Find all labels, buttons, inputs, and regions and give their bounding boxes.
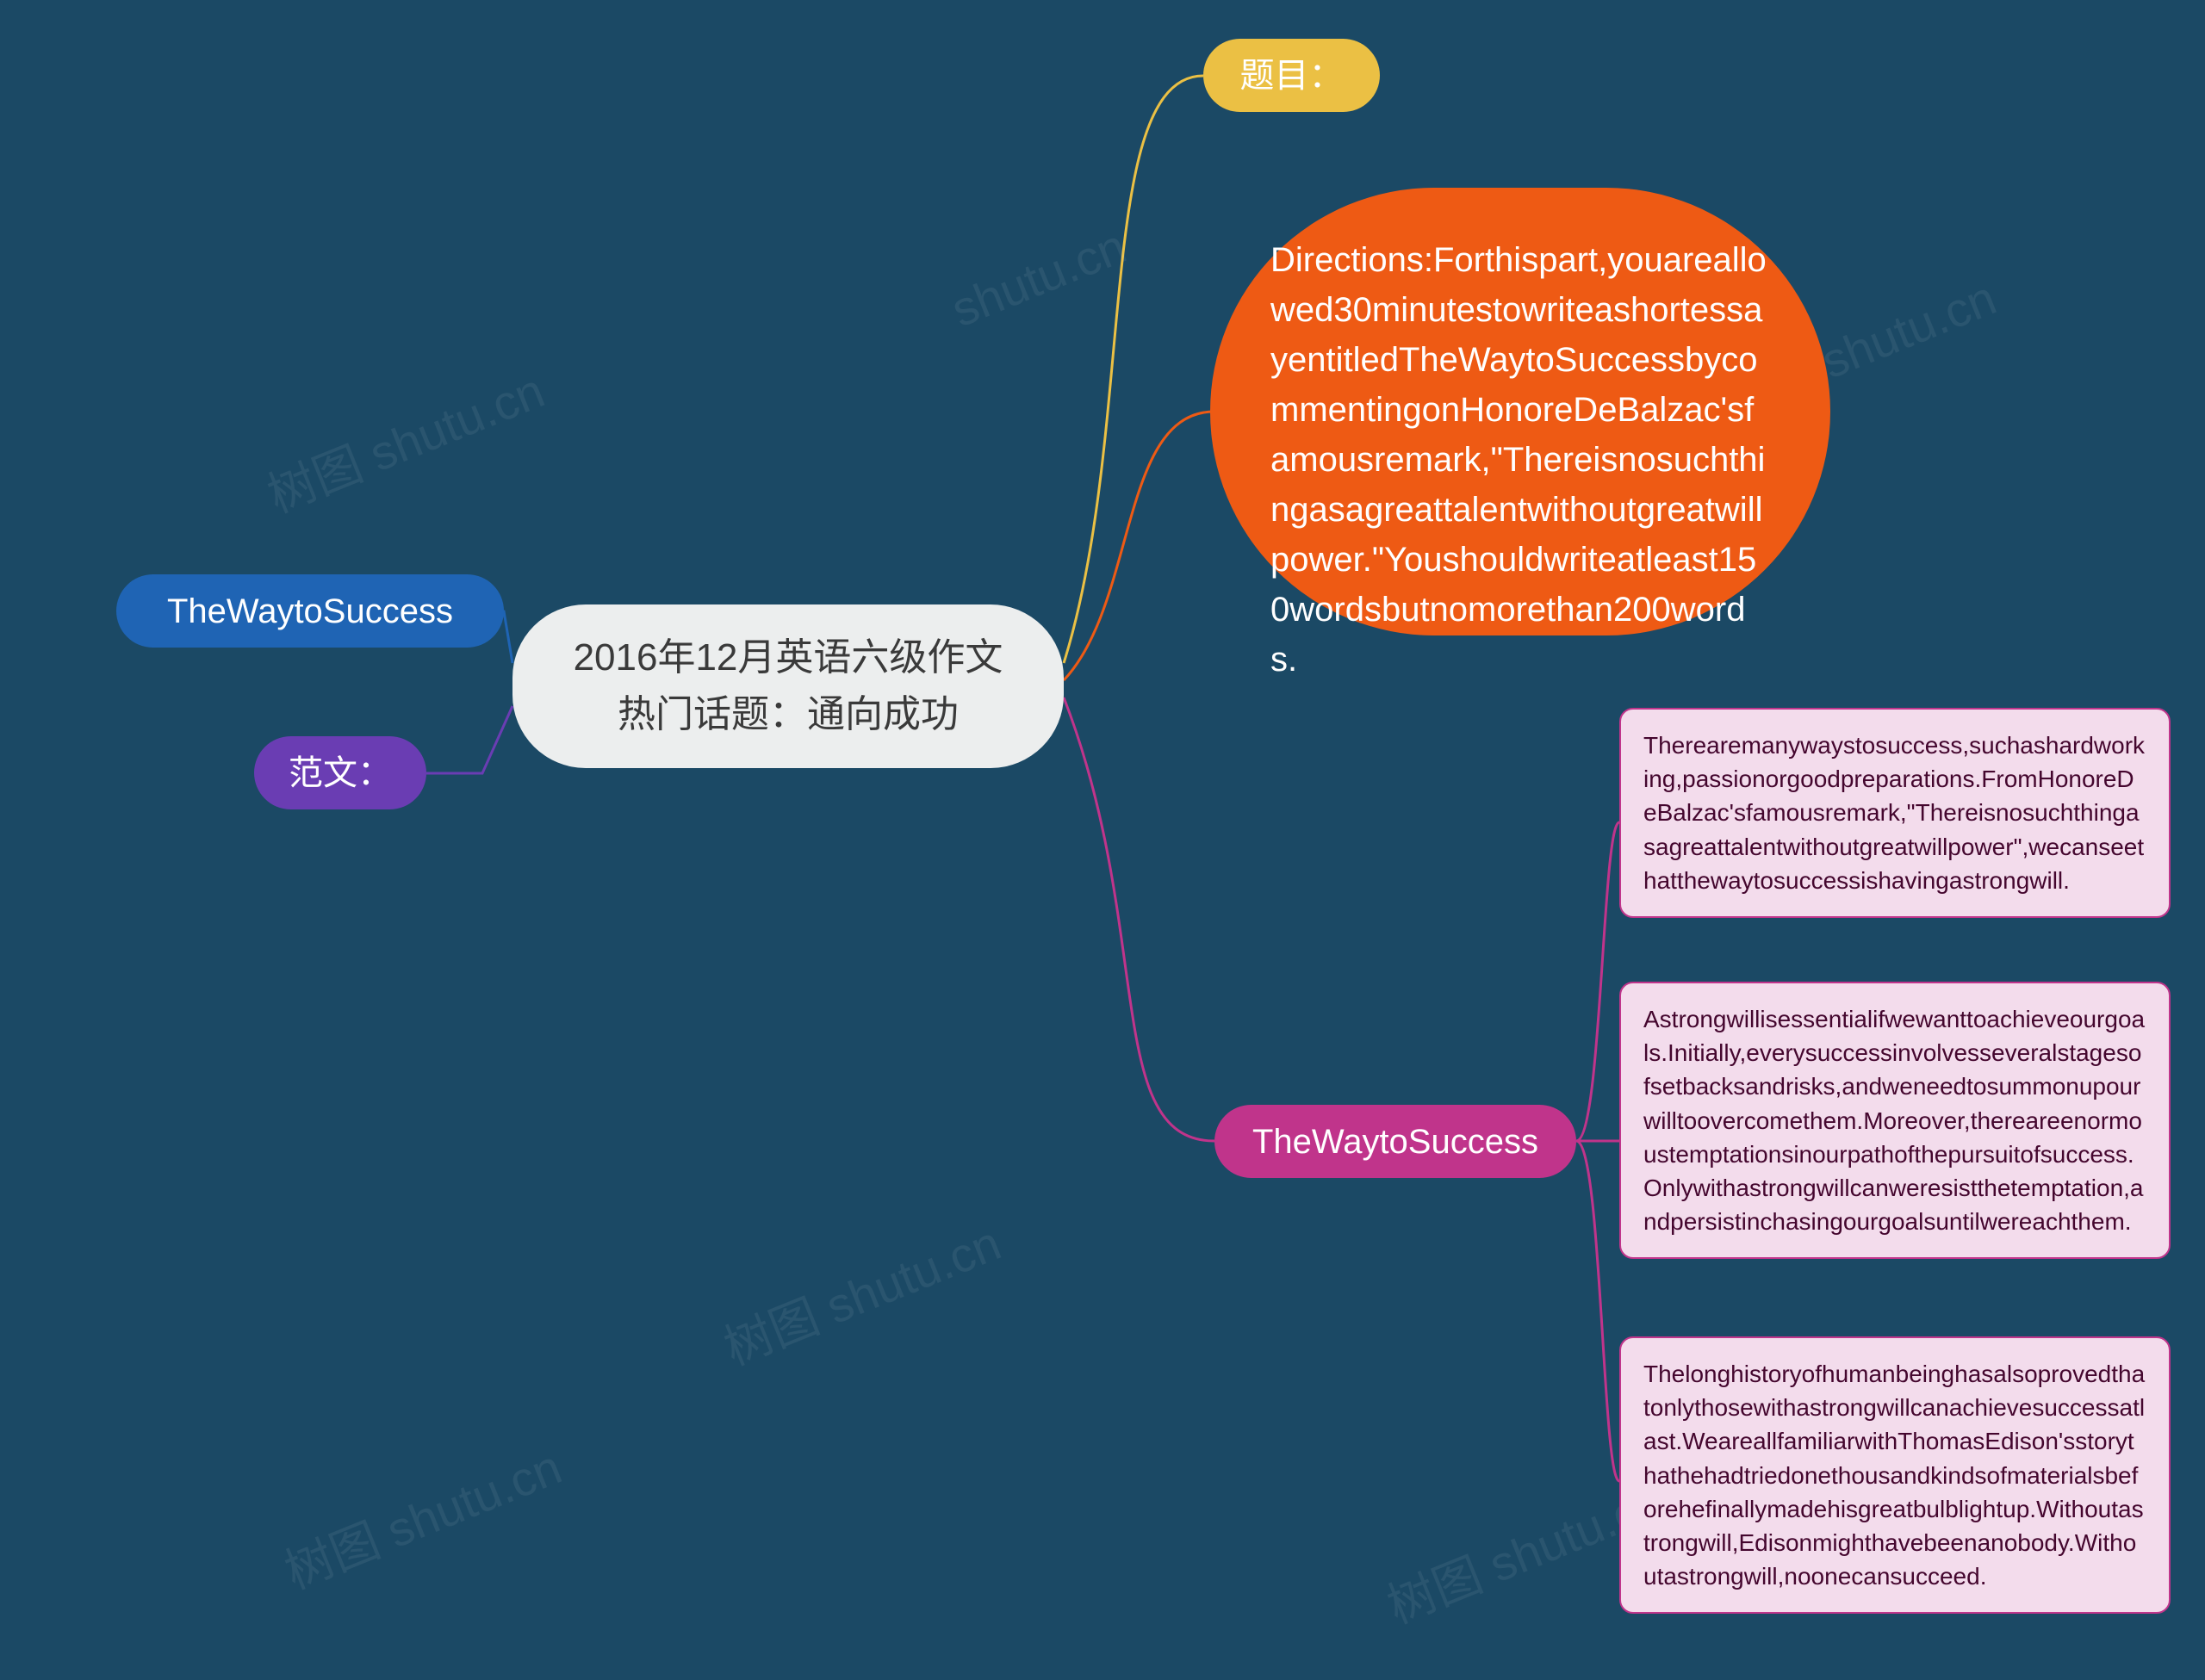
node-directions-text: Directions:Forthispart,youareallowed30mi… <box>1270 235 1770 685</box>
center-node[interactable]: 2016年12月英语六级作文 热门话题：通向成功 <box>512 604 1064 768</box>
node-timu[interactable]: 题目： <box>1203 39 1380 112</box>
center-title-line1: 2016年12月英语六级作文 <box>574 629 1003 686</box>
node-fanwen[interactable]: 范文： <box>254 736 426 809</box>
watermark-3: 树图 shutu.cn <box>712 1205 1009 1379</box>
node-thewaytosuccess-left-label: TheWaytoSuccess <box>167 586 453 637</box>
connector-center-left-purple <box>426 706 512 773</box>
watermark-5: shutu.cn <box>1814 270 2004 390</box>
center-title-line2: 热门话题：通向成功 <box>618 686 959 743</box>
node-directions[interactable]: Directions:Forthispart,youareallowed30mi… <box>1210 188 1830 635</box>
node-timu-label: 题目： <box>1240 50 1344 102</box>
node-fanwen-label: 范文： <box>289 747 392 799</box>
connector-magenta-box1 <box>1576 822 1619 1141</box>
connector-center-right-magenta <box>1064 697 1214 1141</box>
watermark-2: 树图 shutu.cn <box>273 1429 570 1603</box>
node-thewaytosuccess-right[interactable]: TheWaytoSuccess <box>1214 1105 1576 1178</box>
essay-box-1-text: Therearemanywaystosuccess,suchashardwork… <box>1643 732 2145 894</box>
watermark-0: 树图 shutu.cn <box>256 352 553 526</box>
connector-center-right-orange <box>1064 412 1214 680</box>
watermark-1: shutu.cn <box>944 218 1134 338</box>
essay-box-3-text: Thelonghistoryofhumanbeinghasalsoprovedt… <box>1643 1361 2145 1590</box>
node-thewaytosuccess-left[interactable]: TheWaytoSuccess <box>116 574 504 648</box>
node-thewaytosuccess-right-label: TheWaytoSuccess <box>1252 1116 1538 1168</box>
essay-box-1[interactable]: Therearemanywaystosuccess,suchashardwork… <box>1619 708 2171 918</box>
connector-center-right-yellow <box>1064 76 1203 663</box>
essay-box-2-text: Astrongwillisessentialifwewanttoachieveo… <box>1643 1006 2145 1235</box>
connector-magenta-box3 <box>1576 1141 1619 1481</box>
essay-box-3[interactable]: Thelonghistoryofhumanbeinghasalsoprovedt… <box>1619 1336 2171 1614</box>
essay-box-2[interactable]: Astrongwillisessentialifwewanttoachieveo… <box>1619 982 2171 1259</box>
